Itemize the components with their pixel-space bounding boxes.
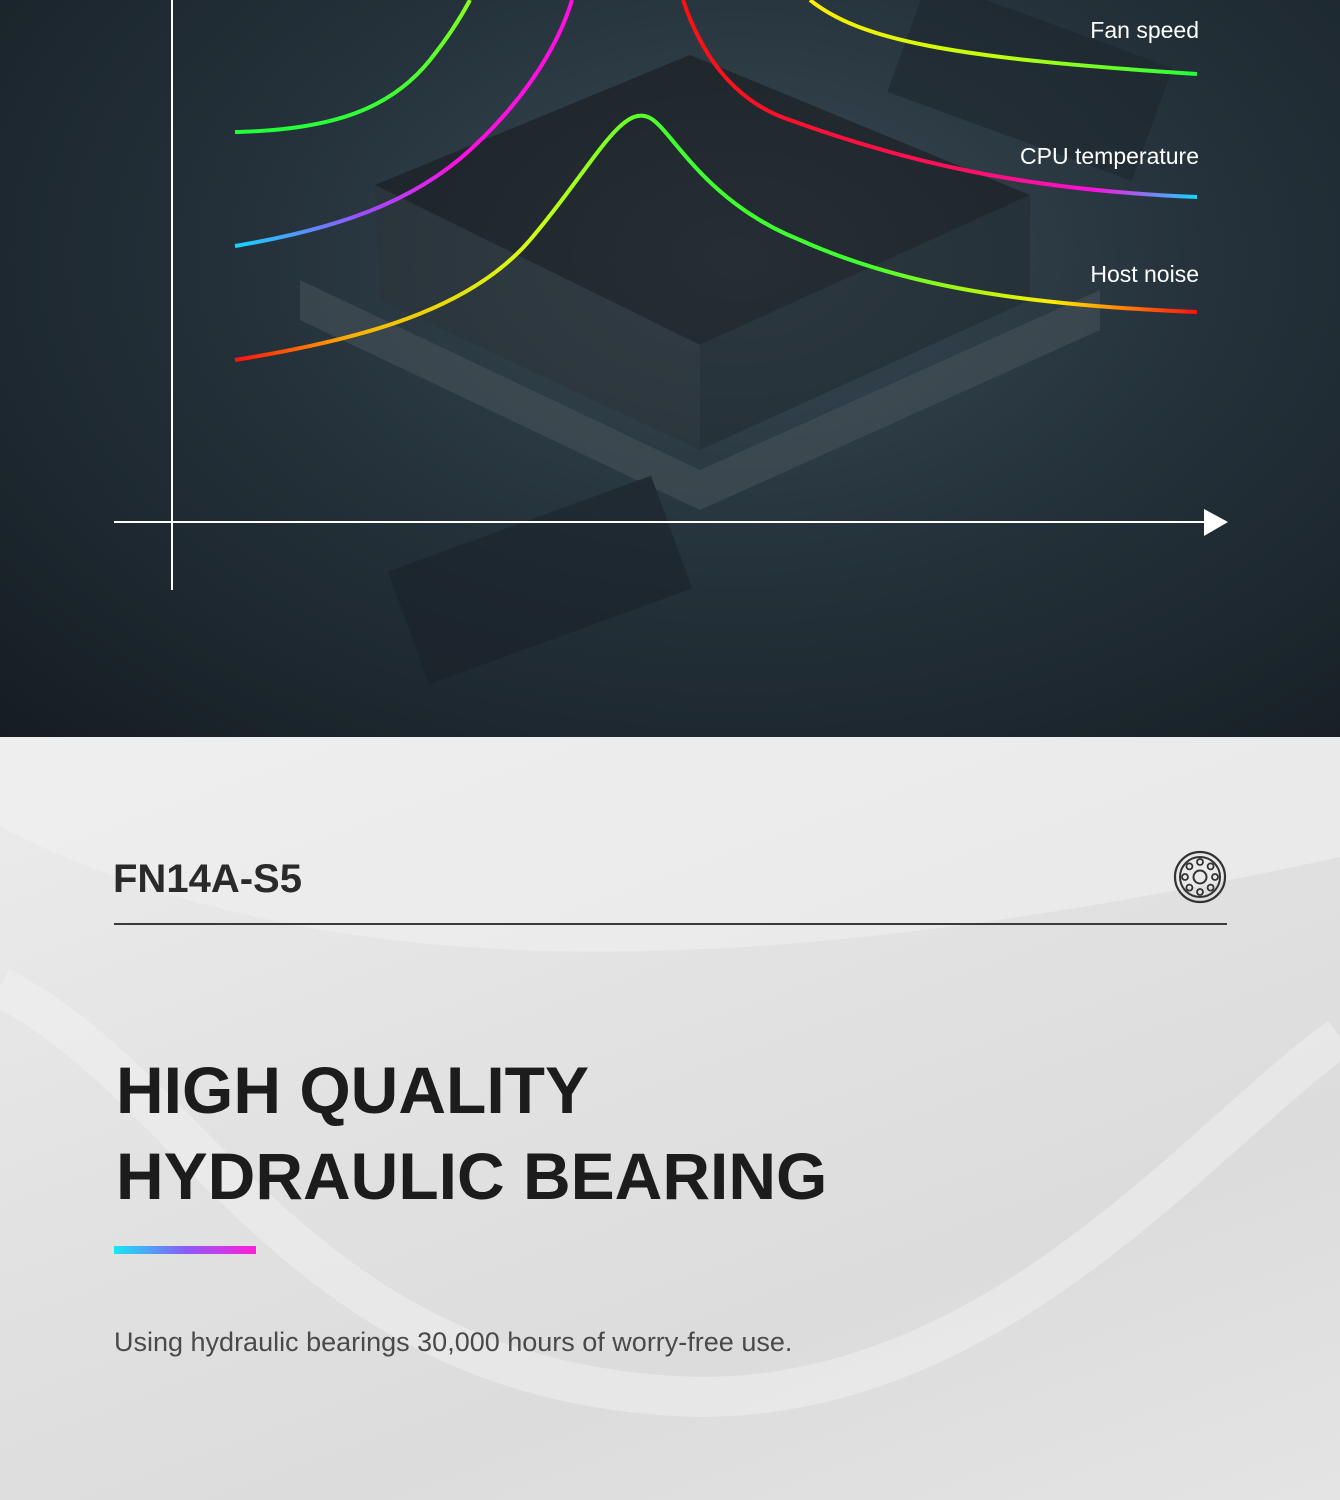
x-axis-arrow [1204, 509, 1228, 536]
cpu-temperature-curve-right [681, 0, 1198, 199]
legend-host-noise: Host noise [1090, 261, 1199, 287]
headline-line-1: HIGH QUALITY [116, 1053, 589, 1127]
product-feature-section: FN14A-S5 HIGH QUALITY HYDRAULIC BEARING … [0, 737, 1340, 1500]
headline: HIGH QUALITY HYDRAULIC BEARING [116, 1047, 827, 1219]
circuit-board-background [300, 0, 1173, 685]
description: Using hydraulic bearings 30,000 hours of… [114, 1327, 793, 1357]
background-waves [0, 737, 1340, 1418]
curve-chart [114, 0, 1228, 685]
divider [114, 923, 1227, 925]
bearing-icon [1173, 850, 1227, 904]
gradient-accent-bar [114, 1246, 256, 1254]
model-number: FN14A-S5 [113, 857, 302, 901]
performance-chart-hero: Fan speed CPU temperature Host noise [0, 0, 1340, 737]
host-noise-curve [234, 113, 1198, 362]
fan-speed-curve-right [808, 0, 1198, 76]
headline-line-2: HYDRAULIC BEARING [116, 1139, 828, 1213]
legend-cpu-temperature: CPU temperature [1020, 143, 1199, 169]
cpu-temperature-curve-left [234, 0, 574, 248]
legend-fan-speed: Fan speed [1090, 17, 1199, 43]
fan-speed-curve-left [234, 0, 472, 134]
